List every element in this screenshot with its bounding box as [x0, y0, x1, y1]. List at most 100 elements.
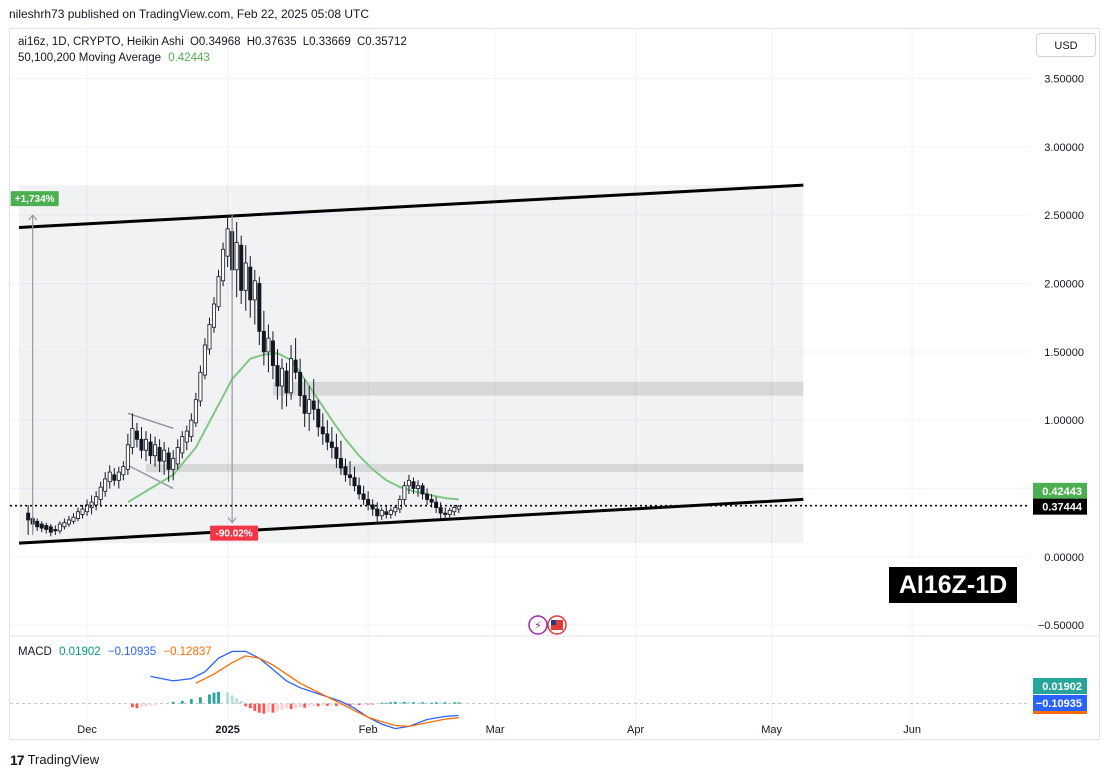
candle-body [35, 520, 40, 528]
macd-label[interactable]: MACD [18, 646, 52, 658]
macd-histogram-bar [276, 703, 279, 711]
symbol-watermark: AI16Z-1D [889, 567, 1017, 603]
macd-histogram-bar [230, 695, 234, 704]
candle-body [393, 507, 398, 513]
macd-histogram-bar [149, 703, 152, 706]
x-tick-label: May [761, 724, 782, 736]
macd-histogram-bar [375, 703, 379, 705]
candle-body [293, 359, 298, 373]
candle-body [329, 441, 334, 448]
candle-body [116, 471, 121, 481]
candle-body [121, 466, 126, 476]
macd-histogram-bar [244, 703, 248, 707]
candle-body [234, 242, 239, 271]
macd-signal-marker [1033, 711, 1087, 714]
channel-upper-line [18, 183, 804, 229]
candle-body [284, 370, 289, 394]
macd-histogram-bar [339, 703, 343, 706]
candle-body [44, 525, 49, 530]
y-tick-label: 1.50000 [1044, 347, 1084, 359]
macd-histogram-bar [294, 703, 297, 709]
measure-label: +1,734% [15, 194, 55, 205]
candle-body [207, 324, 212, 350]
x-tick-label: Mar [486, 724, 505, 736]
candle-body [162, 449, 167, 462]
macd-line-value: −0.10935 [107, 646, 157, 658]
macd-legend: MACD 0.01902 −0.10935 −0.12837 [18, 646, 212, 658]
macd-histogram-bar [248, 703, 252, 709]
macd-histogram-bar [189, 699, 193, 704]
candle-body [143, 438, 148, 451]
macd-histogram-bar [298, 703, 302, 708]
macd-histogram-bar [285, 703, 288, 709]
x-tick-label: Jun [903, 724, 921, 736]
candle-body [66, 519, 71, 525]
macd-histogram-bar [366, 703, 370, 705]
candle-body [388, 509, 393, 515]
macd-histogram-bar [312, 703, 316, 706]
candle-body [266, 337, 271, 353]
y-tick-label: 3.00000 [1044, 142, 1084, 154]
x-tick-label: Feb [359, 724, 378, 736]
candle-body [370, 504, 375, 510]
candle-body [347, 474, 352, 478]
currency-button[interactable]: USD [1036, 33, 1096, 57]
candle-body [130, 427, 135, 448]
measure-label-box [210, 525, 259, 541]
candle-body [171, 458, 176, 470]
macd-histogram-bar [421, 702, 424, 704]
macd-histogram-bar [398, 702, 402, 704]
macd-histogram-bar [371, 703, 375, 705]
macd-price-label: 0.01902 [1042, 681, 1082, 693]
macd-price-label: −0.10935 [1036, 698, 1082, 710]
macd-histogram-bar [412, 702, 415, 704]
candle-body [112, 474, 117, 481]
macd-histogram-bar [443, 702, 447, 704]
measure-label: -90.02% [216, 529, 253, 540]
tradingview-wordmark: TradingView [27, 752, 100, 767]
candle-body [198, 371, 203, 402]
channel-lower-line [18, 497, 804, 545]
macd-histogram-bar [434, 702, 438, 704]
macd-histogram-bar [353, 703, 356, 705]
candle-body [425, 493, 430, 500]
macd-histogram-bar [257, 703, 261, 713]
candle-body [148, 441, 153, 457]
macd-signal-value: −0.12837 [163, 646, 212, 658]
macd-histogram-bar [348, 703, 352, 706]
y-tick-label: 2.50000 [1044, 210, 1084, 222]
price-label: 0.37444 [1042, 502, 1083, 514]
candle-body [334, 447, 339, 459]
candle-body [402, 485, 407, 500]
macd-histogram-bar [425, 702, 429, 704]
candle-body [384, 511, 389, 515]
candle-body [62, 522, 67, 528]
price-label-box [1033, 498, 1087, 515]
candle-body [298, 371, 303, 396]
candle-body [153, 444, 158, 457]
macd-histogram-value: 0.01902 [59, 646, 101, 658]
macd-histogram-bar [262, 703, 266, 714]
candle-body [26, 512, 31, 521]
candle-body [438, 507, 443, 514]
candle-body [456, 505, 461, 510]
macd-histogram-bar [303, 703, 307, 708]
candle-body [134, 430, 139, 440]
us-flag-stripes [551, 620, 563, 630]
macd-histogram-bar [253, 703, 257, 711]
footer-brand[interactable]: 17 TradingView [10, 750, 99, 770]
candle-body [166, 452, 171, 470]
candle-body [270, 340, 275, 366]
low-value: L0.33669 [302, 36, 351, 48]
macd-histogram-bar [321, 703, 325, 706]
macd-histogram-bar [135, 703, 139, 709]
lightning-glyph: ⚡ [534, 619, 542, 632]
ma-label[interactable]: 50,100,200 Moving Average [18, 52, 162, 64]
macd-signal-line [195, 655, 459, 728]
candle-body [48, 526, 53, 533]
candle-body [289, 358, 294, 394]
macd-histogram-bar [362, 703, 365, 705]
publisher-line: nileshrh73 published on TradingView.com,… [9, 7, 370, 21]
macd-histogram-bar [289, 703, 293, 710]
